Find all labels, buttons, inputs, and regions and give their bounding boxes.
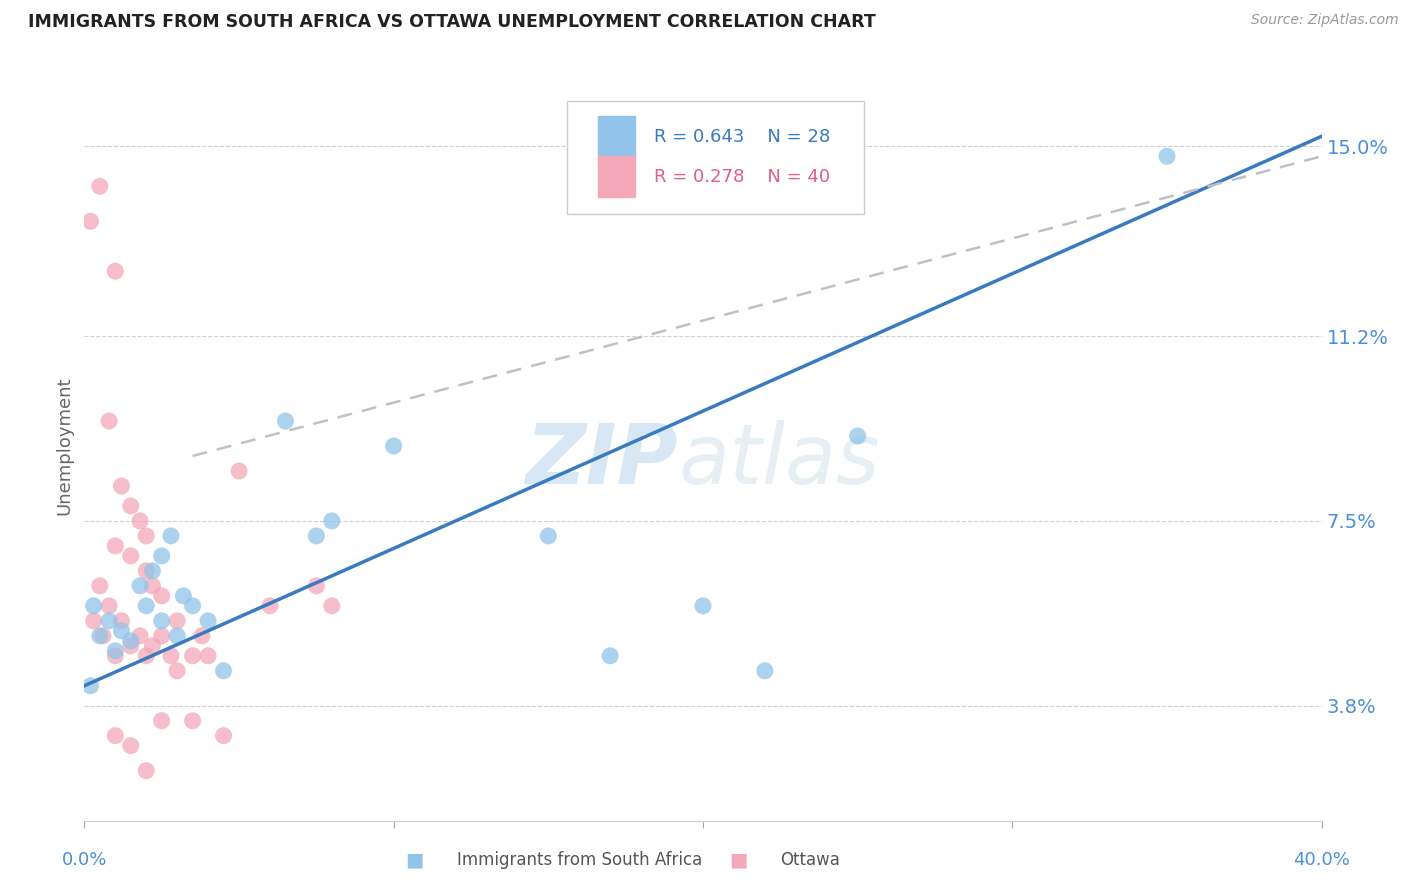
Text: Ottawa: Ottawa: [780, 851, 841, 869]
Point: [160, 529, 183, 543]
Point: [120, 639, 142, 653]
Point: [104, 648, 127, 663]
Point: [166, 629, 188, 643]
Point: [274, 414, 297, 428]
Text: 40.0%: 40.0%: [1294, 851, 1350, 869]
Point: [382, 439, 405, 453]
Point: [98, 599, 121, 613]
Text: Source: ZipAtlas.com: Source: ZipAtlas.com: [1251, 13, 1399, 28]
Text: ZIP: ZIP: [526, 420, 678, 501]
Point: [150, 549, 173, 563]
Point: [89, 179, 111, 194]
Point: [98, 614, 121, 628]
Point: [212, 729, 235, 743]
Point: [135, 764, 157, 778]
Point: [197, 648, 219, 663]
Point: [160, 648, 183, 663]
Point: [197, 614, 219, 628]
Point: [166, 614, 188, 628]
Point: [321, 599, 343, 613]
Point: [120, 499, 142, 513]
Point: [110, 614, 132, 628]
Point: [599, 648, 621, 663]
Point: [305, 579, 328, 593]
Text: R = 0.643    N = 28: R = 0.643 N = 28: [654, 128, 830, 146]
Point: [181, 714, 204, 728]
Point: [141, 639, 163, 653]
Point: [150, 589, 173, 603]
Point: [135, 529, 157, 543]
Point: [228, 464, 250, 478]
Point: [89, 629, 111, 643]
Point: [104, 264, 127, 278]
Point: [129, 629, 152, 643]
Text: R = 0.278    N = 40: R = 0.278 N = 40: [654, 168, 830, 186]
Point: [120, 633, 142, 648]
Bar: [598, 116, 636, 158]
Point: [135, 564, 157, 578]
Point: [89, 579, 111, 593]
Point: [83, 614, 105, 628]
Point: [1156, 149, 1178, 163]
Point: [150, 714, 173, 728]
Point: [692, 599, 714, 613]
Text: ■: ■: [405, 850, 425, 870]
Point: [98, 414, 121, 428]
Point: [259, 599, 281, 613]
FancyBboxPatch shape: [567, 102, 863, 214]
Point: [110, 624, 132, 638]
Point: [305, 529, 328, 543]
Point: [104, 539, 127, 553]
Point: [754, 664, 776, 678]
Point: [120, 549, 142, 563]
Point: [104, 644, 127, 658]
Text: ■: ■: [728, 850, 748, 870]
Text: Immigrants from South Africa: Immigrants from South Africa: [457, 851, 702, 869]
Point: [135, 648, 157, 663]
Point: [150, 629, 173, 643]
Point: [79, 214, 101, 228]
Point: [129, 579, 152, 593]
Point: [537, 529, 560, 543]
Point: [191, 629, 214, 643]
Point: [79, 679, 101, 693]
Point: [166, 664, 188, 678]
Point: [150, 614, 173, 628]
Point: [846, 429, 869, 443]
Point: [321, 514, 343, 528]
Point: [135, 599, 157, 613]
Bar: [598, 156, 636, 197]
Point: [141, 564, 163, 578]
Point: [104, 729, 127, 743]
Point: [120, 739, 142, 753]
Text: IMMIGRANTS FROM SOUTH AFRICA VS OTTAWA UNEMPLOYMENT CORRELATION CHART: IMMIGRANTS FROM SOUTH AFRICA VS OTTAWA U…: [28, 13, 876, 31]
Point: [83, 599, 105, 613]
Point: [129, 514, 152, 528]
Point: [181, 648, 204, 663]
Point: [181, 599, 204, 613]
Point: [91, 629, 114, 643]
Point: [172, 589, 194, 603]
Y-axis label: Unemployment: Unemployment: [55, 376, 73, 516]
Text: atlas: atlas: [678, 420, 880, 501]
Point: [110, 479, 132, 493]
Point: [212, 664, 235, 678]
Point: [141, 579, 163, 593]
Text: 0.0%: 0.0%: [62, 851, 107, 869]
